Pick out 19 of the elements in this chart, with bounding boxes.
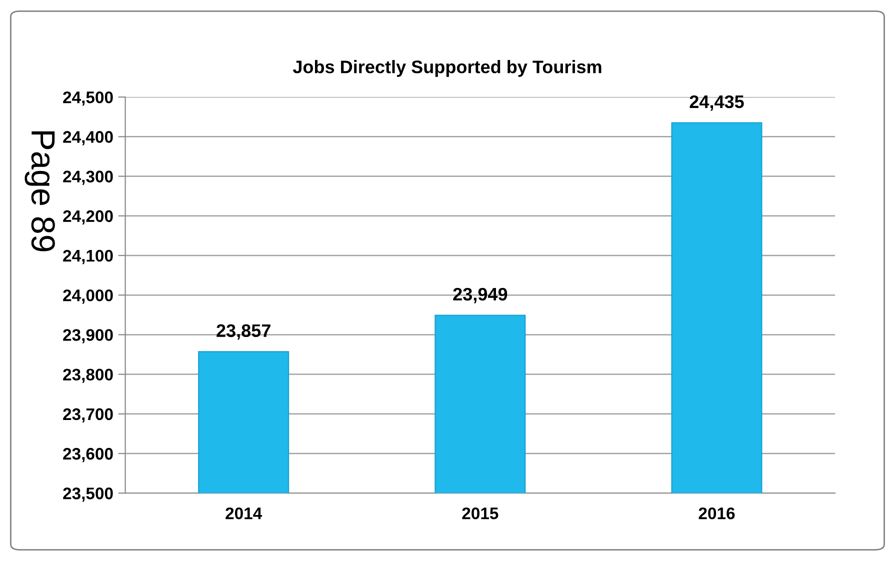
data-label: 23,949 bbox=[453, 288, 508, 304]
x-tick-label: 2015 bbox=[462, 507, 498, 520]
data-label: 24,435 bbox=[690, 95, 744, 111]
chart-title: Jobs Directly Supported by Tourism bbox=[292, 60, 602, 77]
data-label: 23,857 bbox=[216, 324, 270, 340]
y-tick-label: 24,300 bbox=[63, 170, 113, 185]
y-tick-label: 23,700 bbox=[63, 408, 113, 423]
y-tick-label: 24,000 bbox=[63, 289, 113, 304]
y-tick-label: 23,900 bbox=[63, 329, 113, 344]
y-tick-label: 24,400 bbox=[63, 131, 113, 146]
y-tick-label: 23,600 bbox=[63, 448, 113, 462]
x-tick-label: 2014 bbox=[226, 507, 262, 520]
y-tick-label: 24,200 bbox=[63, 210, 113, 224]
y-tick-label: 23,500 bbox=[63, 488, 113, 502]
y-tick-label: 24,100 bbox=[63, 250, 113, 264]
y-tick-label: 23,800 bbox=[63, 368, 113, 383]
text: Page 89 bbox=[24, 131, 55, 252]
y-tick-label: 24,500 bbox=[63, 91, 113, 106]
x-tick-label: 2016 bbox=[698, 507, 735, 520]
